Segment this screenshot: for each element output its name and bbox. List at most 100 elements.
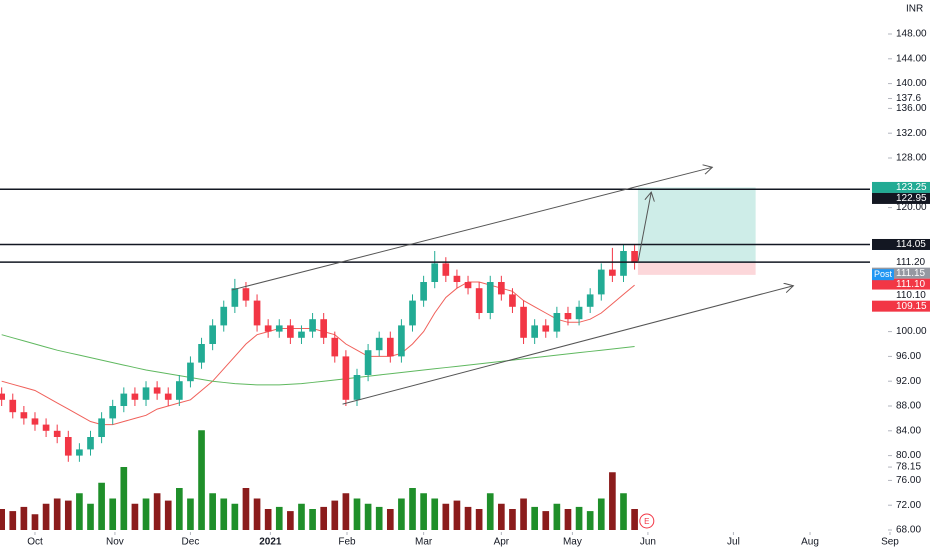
plot-area [0, 167, 870, 530]
candle-body [220, 306, 228, 326]
candle-body [309, 319, 316, 332]
y-tick-label: 68.00 [896, 525, 921, 536]
price-label-bg [872, 181, 930, 193]
candle-body [64, 437, 72, 456]
candle-body [542, 325, 550, 332]
volume-bar [320, 506, 328, 530]
candle-body [597, 269, 605, 295]
candle-body [386, 337, 394, 357]
volume-bar [131, 503, 139, 530]
candle-body [586, 294, 594, 307]
y-tick-label: 132.00 [896, 128, 927, 139]
candle-body [287, 325, 294, 338]
volume-bar [564, 509, 572, 530]
moving-average [1, 334, 635, 386]
volume-bar [253, 498, 261, 530]
currency-label: INR [906, 4, 923, 15]
y-tick-label: 78.15 [896, 462, 921, 473]
x-tick-label: Sep [881, 537, 899, 548]
candle-body [509, 294, 516, 307]
volume-bar [231, 503, 239, 530]
volume-bar [464, 506, 472, 530]
volume-bar [264, 509, 272, 530]
price-label-bg [872, 192, 930, 204]
y-tick-label: 84.00 [896, 425, 921, 436]
volume-bar [542, 511, 550, 530]
candle-body [331, 337, 339, 357]
candle-body [409, 300, 416, 326]
volume-bar [164, 500, 172, 530]
target-zone [637, 187, 756, 263]
candle-body [520, 306, 527, 338]
volume-bar [98, 482, 105, 530]
volume-bar [609, 472, 616, 530]
price-label: 110.10 [896, 290, 926, 301]
event-marker [639, 513, 655, 529]
volume-bar [586, 511, 594, 530]
volume-bar [531, 506, 538, 530]
volume-bar [442, 503, 450, 530]
candle-body [209, 325, 216, 344]
y-tick-label: 76.00 [896, 475, 921, 486]
candle-body [9, 399, 17, 413]
candle-body [531, 325, 538, 338]
candle-body [120, 393, 128, 406]
volume-bar [0, 509, 5, 530]
candle-body [553, 313, 561, 332]
volume-bar [520, 498, 527, 530]
volume-bar [431, 498, 439, 530]
candle-body [353, 375, 361, 400]
candle-body [187, 362, 194, 382]
candle-body [231, 288, 239, 307]
price-label: 111.10 [896, 279, 926, 290]
candle-body [342, 356, 350, 400]
volume-bar [42, 503, 50, 530]
volume-bar [175, 488, 183, 530]
price-label-bg [872, 289, 930, 301]
candle-body [42, 424, 50, 431]
candle-body [609, 269, 616, 276]
post-label-bg [872, 269, 894, 281]
price-label-bg [872, 267, 930, 279]
x-tick-label: 2021 [259, 537, 282, 548]
candle-body [420, 282, 427, 301]
y-tick-label: 96.00 [896, 351, 921, 362]
trend-line [342, 286, 794, 405]
volume-bar [87, 503, 94, 530]
candle-body [275, 325, 283, 332]
price-label-bg [872, 300, 930, 312]
volume-bar [9, 511, 17, 530]
volume-bar [120, 467, 128, 530]
volume-bar [220, 498, 228, 530]
candle-body [453, 275, 461, 282]
volume-bar [287, 511, 294, 530]
volume-bar [309, 509, 316, 530]
candle-body [198, 344, 205, 363]
volume-bar [187, 498, 194, 530]
volume-bar [20, 506, 28, 530]
y-tick-label: 100.00 [896, 326, 927, 337]
volume-bar [475, 509, 483, 530]
candle-body [442, 263, 450, 276]
volume-bar [209, 493, 216, 530]
moving-average [1, 281, 635, 426]
price-label: 111.15 [896, 268, 926, 279]
y-tick-label: 80.00 [896, 450, 921, 461]
candle-body [264, 325, 272, 332]
volume-bar [620, 493, 627, 530]
y-tick-label: 72.00 [896, 500, 921, 511]
volume-bar [64, 500, 72, 530]
candle-body [131, 393, 139, 400]
candle-body [164, 393, 172, 400]
volume-bar [31, 514, 39, 530]
x-tick-label: Oct [27, 537, 43, 548]
price-label: 109.15 [896, 301, 927, 312]
volume-bar [375, 506, 383, 530]
volume-bar [353, 498, 361, 530]
volume-bar [398, 498, 405, 530]
candle-body [364, 350, 372, 375]
candle-body [298, 331, 305, 338]
trend-line [231, 167, 713, 291]
price-label: 123.25 [896, 182, 927, 193]
